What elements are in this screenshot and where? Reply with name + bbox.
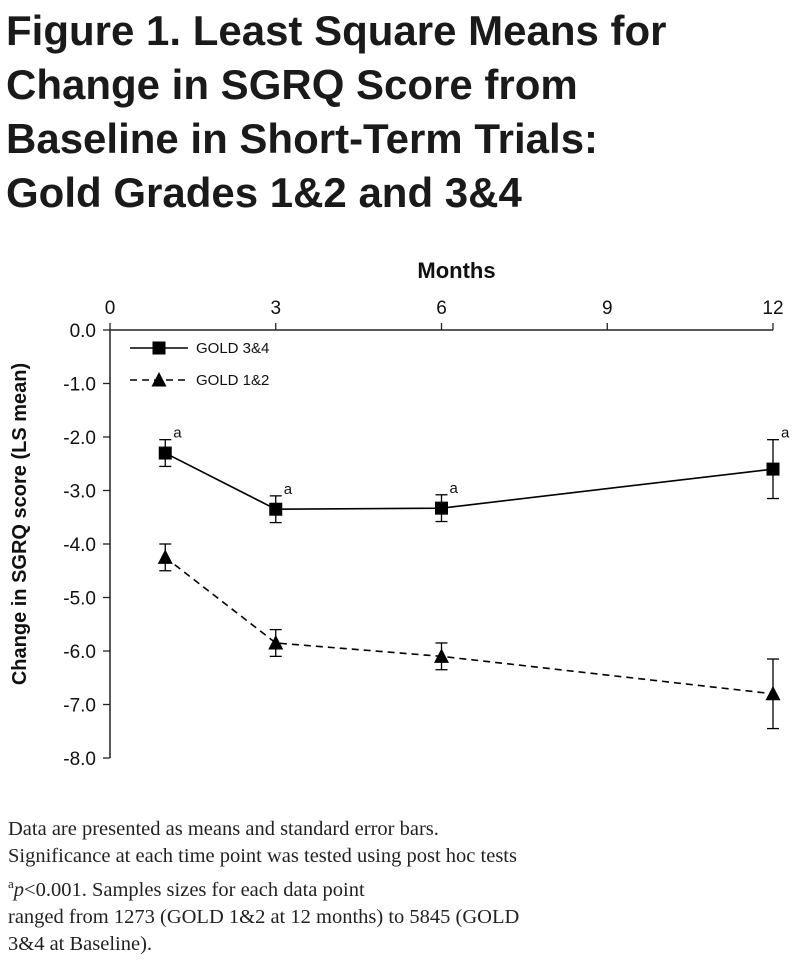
legend: GOLD 3&4 GOLD 1&2 (130, 340, 269, 389)
data-point-square (435, 501, 448, 515)
significance-annotation: a (450, 480, 459, 497)
sgrq-line-chart: 0 3 6 9 12 Months 0.0 -1.0 -2.0 -3.0 -4.0 -5.0 -6.0 -… (9, 258, 790, 770)
series-gold-1-2 (157, 543, 781, 730)
data-point-square (152, 341, 166, 355)
y-tick-label: -5.0 (63, 589, 96, 610)
x-tick-label: 9 (602, 298, 613, 319)
y-tick-label: -6.0 (63, 642, 96, 663)
x-tick-label: 12 (762, 298, 783, 319)
figure-title: Figure 1. Least Square Means for Change … (6, 4, 796, 220)
caption-line-2: Significance at each time point was test… (8, 845, 517, 867)
y-tick-label: -7.0 (63, 696, 96, 717)
caption-line-4: ranged from 1273 (GOLD 1&2 at 12 months)… (8, 905, 520, 928)
series-line (164, 452, 774, 511)
data-point-triangle (434, 648, 449, 663)
y-tick-label: -4.0 (63, 535, 96, 556)
caption-line-5: 3&4 at Baseline). (8, 932, 153, 955)
title-line-2: Change in SGRQ Score from (6, 61, 578, 108)
legend-label: GOLD 1&2 (196, 372, 269, 389)
y-tick-label: -8.0 (63, 749, 96, 770)
y-axis-label: Change in SGRQ score (LS mean) (9, 363, 31, 685)
series-line (164, 556, 774, 695)
caption-superscript: a (8, 876, 14, 891)
data-point-triangle (151, 372, 167, 387)
data-point-triangle (157, 549, 173, 564)
title-line-3: Baseline in Short-Term Trials: (6, 115, 599, 162)
x-tick-label: 0 (105, 298, 116, 319)
x-axis-label: Months (417, 258, 495, 283)
figure-caption: Data are presented as means and standard… (8, 816, 793, 958)
caption-p-italic: p (13, 878, 25, 901)
data-point-square (766, 462, 780, 476)
y-tick-label: -2.0 (63, 428, 96, 449)
data-point-triangle (268, 634, 284, 650)
title-line-1: Figure 1. Least Square Means for (6, 7, 667, 54)
x-tick-label: 6 (436, 298, 447, 319)
x-tick-label: 3 (270, 298, 281, 319)
series-gold-3-4: a a a a (158, 425, 790, 524)
significance-annotation: a (173, 425, 182, 442)
caption-line-1: Data are presented as means and standard… (8, 818, 439, 840)
significance-annotation: a (284, 481, 293, 498)
y-tick-label: -3.0 (63, 482, 96, 503)
y-tick-label: 0.0 (70, 321, 96, 342)
data-point-triangle (765, 685, 781, 701)
caption-line-3: ap<0.001. Samples sizes for each data po… (8, 870, 793, 904)
title-line-4: Gold Grades 1&2 and 3&4 (6, 169, 522, 216)
data-point-square (269, 502, 283, 516)
legend-label: GOLD 3&4 (196, 340, 269, 357)
y-tick-label: -1.0 (63, 375, 96, 396)
caption-line-3-text: <0.001. Samples sizes for each data poin… (24, 878, 365, 901)
significance-annotation: a (781, 425, 790, 442)
data-point-square (158, 446, 172, 460)
